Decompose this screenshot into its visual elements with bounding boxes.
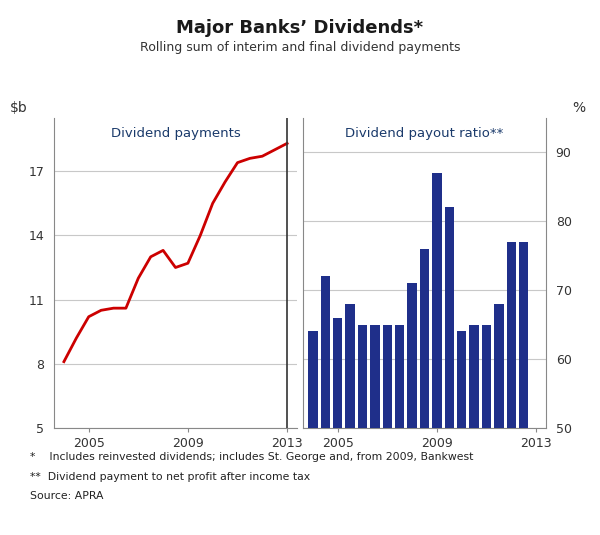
Bar	[457, 332, 466, 428]
Bar	[432, 173, 442, 428]
Text: Major Banks’ Dividends*: Major Banks’ Dividends*	[176, 19, 424, 37]
Bar	[407, 283, 417, 428]
Text: Rolling sum of interim and final dividend payments: Rolling sum of interim and final dividen…	[140, 41, 460, 54]
Bar	[346, 304, 355, 428]
Bar	[445, 208, 454, 428]
Bar	[482, 325, 491, 428]
Bar	[320, 276, 330, 428]
Text: Dividend payments: Dividend payments	[110, 127, 241, 140]
Text: %: %	[572, 101, 585, 114]
Text: $b: $b	[10, 101, 28, 114]
Bar	[308, 332, 317, 428]
Bar	[395, 325, 404, 428]
Bar	[383, 325, 392, 428]
Bar	[420, 249, 429, 428]
Text: Source: APRA: Source: APRA	[30, 491, 104, 501]
Bar	[494, 304, 503, 428]
Text: **  Dividend payment to net profit after income tax: ** Dividend payment to net profit after …	[30, 472, 310, 482]
Text: *    Includes reinvested dividends; includes St. George and, from 2009, Bankwest: * Includes reinvested dividends; include…	[30, 452, 473, 462]
Bar	[358, 325, 367, 428]
Text: Dividend payout ratio**: Dividend payout ratio**	[346, 127, 503, 140]
Bar	[519, 242, 529, 428]
Bar	[506, 242, 516, 428]
Bar	[469, 325, 479, 428]
Bar	[370, 325, 380, 428]
Bar	[333, 318, 343, 428]
